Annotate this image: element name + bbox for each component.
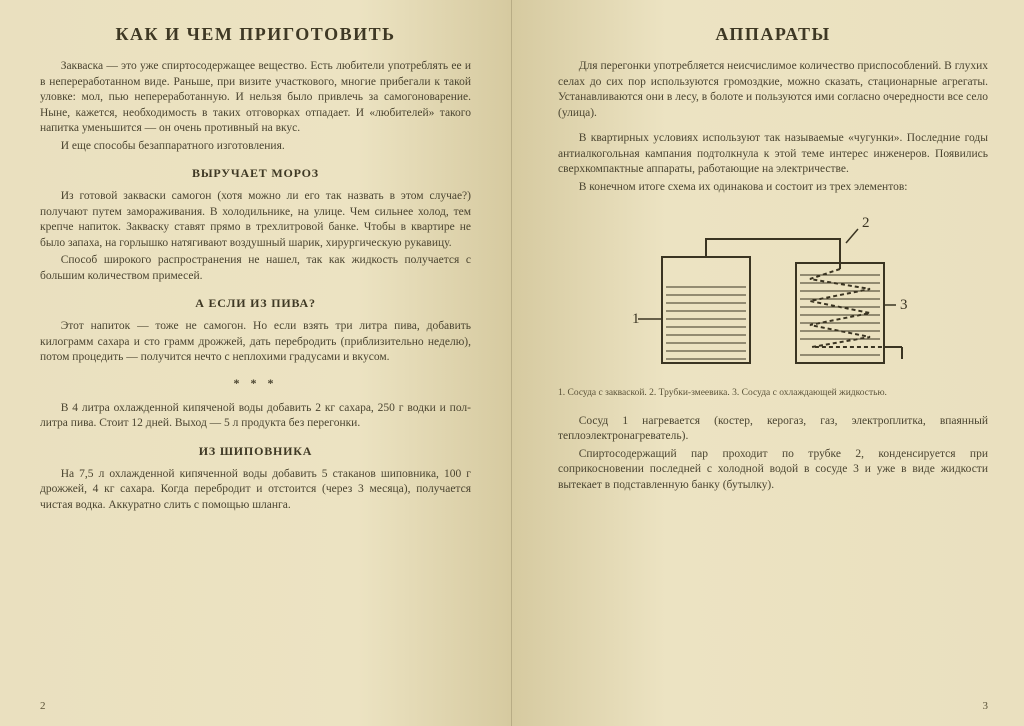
section-recipe-p1: В 4 литра охлажденной кипяченой воды доб… bbox=[40, 401, 471, 432]
right-p3: В конечном итоге схема их одинакова и со… bbox=[558, 180, 988, 196]
separator-stars: * * * bbox=[40, 376, 471, 391]
section-shipovnik-p1: На 7,5 л охлажденной кипяченной воды доб… bbox=[40, 467, 471, 514]
diagram-caption: 1. Сосуда с закваской. 2. Трубки-змеевик… bbox=[558, 387, 988, 400]
right-p2: В квартирных условиях используют так наз… bbox=[558, 131, 988, 178]
left-intro2: И еще способы безаппаратного изготовлени… bbox=[40, 139, 471, 155]
section-shipovnik-title: ИЗ ШИПОВНИКА bbox=[40, 444, 471, 459]
left-intro: Закваска — это уже спиртосодержащее веще… bbox=[40, 59, 471, 137]
diagram-label-2: 2 bbox=[862, 215, 870, 231]
right-title: АППАРАТЫ bbox=[558, 24, 988, 45]
right-p5: Спиртосодержащий пар проходит по трубке … bbox=[558, 447, 988, 494]
apparatus-diagram: 1 2 3 bbox=[628, 209, 918, 379]
section-moroz-p1: Из готовой закваски самогон (хотя можно … bbox=[40, 189, 471, 251]
section-pivo-title: А ЕСЛИ ИЗ ПИВА? bbox=[40, 296, 471, 311]
left-pagenum: 2 bbox=[40, 700, 46, 712]
right-page: АППАРАТЫ Для перегонки употребляется неи… bbox=[512, 0, 1024, 726]
right-p1: Для перегонки употребляется неисчислимое… bbox=[558, 59, 988, 121]
section-moroz-title: ВЫРУЧАЕТ МОРОЗ bbox=[40, 166, 471, 181]
section-pivo-p1: Этот напиток — тоже не самогон. Но если … bbox=[40, 319, 471, 366]
left-page: КАК И ЧЕМ ПРИГОТОВИТЬ Закваска — это уже… bbox=[0, 0, 512, 726]
diagram-label-3: 3 bbox=[900, 297, 908, 313]
diagram-label-1: 1 bbox=[632, 311, 640, 327]
right-p4: Сосуд 1 нагревается (костер, керогаз, га… bbox=[558, 414, 988, 445]
section-moroz-p2: Способ широкого распространения не нашел… bbox=[40, 253, 471, 284]
right-pagenum: 3 bbox=[983, 700, 989, 712]
left-title: КАК И ЧЕМ ПРИГОТОВИТЬ bbox=[40, 24, 471, 45]
